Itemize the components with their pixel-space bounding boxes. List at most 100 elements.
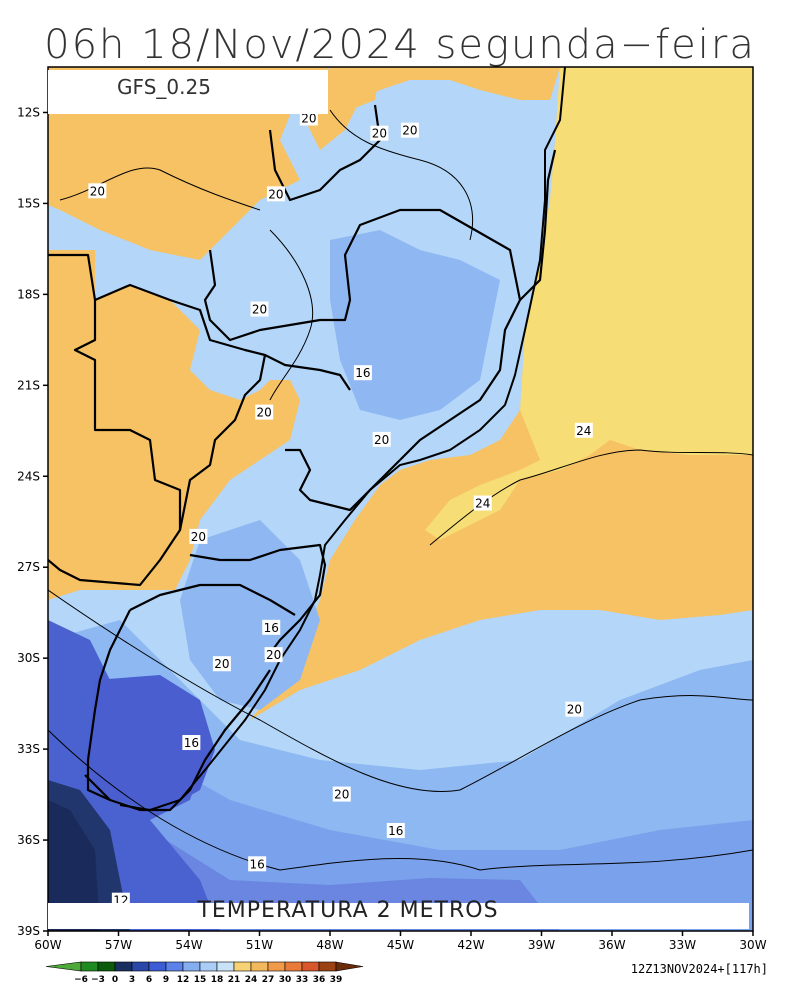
colorbar-swatch xyxy=(97,961,116,972)
x-tick-label: 36W xyxy=(598,938,625,952)
map-title: 06h 18/Nov/2024 segunda−feira xyxy=(44,22,756,68)
colorbar-label: 24 xyxy=(245,975,258,985)
colorbar-label: 27 xyxy=(262,975,275,985)
colorbar-label: 12 xyxy=(177,975,190,985)
contour-label-text: 20 xyxy=(268,187,283,201)
x-tick-label: 48W xyxy=(316,938,343,952)
y-tick-label: 27S xyxy=(17,560,40,574)
y-tick-label: 30S xyxy=(17,651,40,665)
map-field xyxy=(48,67,753,931)
colorbar-swatch xyxy=(45,961,82,972)
contour-label: 20 xyxy=(299,110,318,126)
contour-label-bg xyxy=(473,495,492,511)
x-tick-label: 42W xyxy=(457,938,484,952)
contour-label: 20 xyxy=(264,647,283,663)
colorbar-label: 33 xyxy=(296,975,309,985)
contour-label: 16 xyxy=(262,619,281,635)
colorbar-label: −3 xyxy=(91,975,105,985)
y-tick-label: 15S xyxy=(17,196,40,210)
colorbar-label: 3 xyxy=(129,975,135,985)
contour-label-text: 20 xyxy=(252,303,267,317)
x-tick-label: 51W xyxy=(246,938,273,952)
x-tick-label: 54W xyxy=(175,938,202,952)
contour-label-bg xyxy=(88,183,107,199)
contour-label-text: 20 xyxy=(266,648,281,662)
colorbar-label: 15 xyxy=(194,975,207,985)
contour-label-bg xyxy=(400,122,419,138)
contour-label-bg xyxy=(189,528,208,544)
contour-label-bg xyxy=(372,431,391,447)
coastline xyxy=(119,67,566,812)
contour-label-text: 20 xyxy=(567,703,582,717)
footer-label-box xyxy=(48,903,749,929)
contour-label-bg xyxy=(370,125,389,141)
contour-label-bg xyxy=(264,647,283,663)
colorbar-label: 0 xyxy=(112,975,118,985)
contour-label-text: 24 xyxy=(576,424,591,438)
contour-label-bg xyxy=(212,656,231,672)
contour-label-text: 20 xyxy=(374,433,389,447)
warm-north-region xyxy=(48,67,330,260)
cool-highlands-region xyxy=(330,230,500,420)
model-label-box xyxy=(48,70,328,114)
contour-label-bg xyxy=(255,404,274,420)
contour-label-bg xyxy=(262,619,281,635)
contour-label-text: 20 xyxy=(257,406,272,420)
y-tick-label: 39S xyxy=(17,924,40,938)
variable-label: TEMPERATURA 2 METROS xyxy=(197,898,499,923)
contour-label-text: 20 xyxy=(301,112,316,126)
contour-label-bg xyxy=(266,186,285,202)
y-tick-label: 12S xyxy=(17,105,40,119)
darkest-region xyxy=(48,800,100,931)
x-tick-label: 30W xyxy=(739,938,766,952)
contour-label: 20 xyxy=(400,122,419,138)
contour-labels: 20 20 20 20 20 20 16 20 20 24 24 20 16 20 20 20 16 20 16 16… xyxy=(88,110,593,908)
contour-label: 16 xyxy=(248,856,267,872)
contour-label: 20 xyxy=(88,183,107,199)
contour-label: 16 xyxy=(182,735,201,751)
contour-label-text: 16 xyxy=(355,366,370,380)
offshore-band-2 xyxy=(48,690,753,931)
contour-label-bg xyxy=(182,735,201,751)
contour-label-bg xyxy=(332,786,351,802)
colorbar-label: 9 xyxy=(163,975,169,985)
warm-light-region xyxy=(425,67,753,540)
contour-label: 20 xyxy=(212,656,231,672)
colorbar-swatch xyxy=(250,961,269,972)
warm-northeast-region xyxy=(300,67,560,150)
contour-label: 16 xyxy=(353,365,372,381)
colorbar-label: 6 xyxy=(146,975,152,985)
temperature-colorbar: −6 −3 0 3 6 9 12 15 18 21 24 27 30 33 36 39 xyxy=(45,961,364,985)
contour-label-text: 16 xyxy=(250,857,265,871)
warm-west-region xyxy=(48,250,300,600)
contour-label-text: 16 xyxy=(388,824,403,838)
colorbar-swatch xyxy=(148,961,167,972)
colorbar-swatch xyxy=(318,961,337,972)
contour-label-bg xyxy=(299,110,318,126)
y-tick-label: 24S xyxy=(17,469,40,483)
colorbar-swatch xyxy=(114,961,133,972)
contour-label-text: 24 xyxy=(475,497,490,511)
contour-label-text: 20 xyxy=(372,127,387,141)
contour-label-text: 20 xyxy=(191,530,206,544)
x-tick-label: 57W xyxy=(105,938,132,952)
colorbar-label: −6 xyxy=(74,975,88,985)
colorbar-swatch xyxy=(199,961,218,972)
contour-label-bg xyxy=(386,822,405,838)
contour-label-bg xyxy=(250,301,269,317)
colorbar-swatch xyxy=(233,961,252,972)
cold-pocket-region xyxy=(85,675,215,810)
y-tick-label: 36S xyxy=(17,833,40,847)
contour-label-text: 16 xyxy=(184,736,199,750)
x-tick-label: 33W xyxy=(669,938,696,952)
colorbar-swatch xyxy=(216,961,235,972)
contour-label: 20 xyxy=(565,701,584,717)
contour-label-bg xyxy=(353,365,372,381)
contour-label-bg xyxy=(248,856,267,872)
x-tick-label: 39W xyxy=(528,938,555,952)
colorbar-swatch xyxy=(80,961,99,972)
contour-label-text: 20 xyxy=(90,184,105,198)
contour-label: 20 xyxy=(332,786,351,802)
